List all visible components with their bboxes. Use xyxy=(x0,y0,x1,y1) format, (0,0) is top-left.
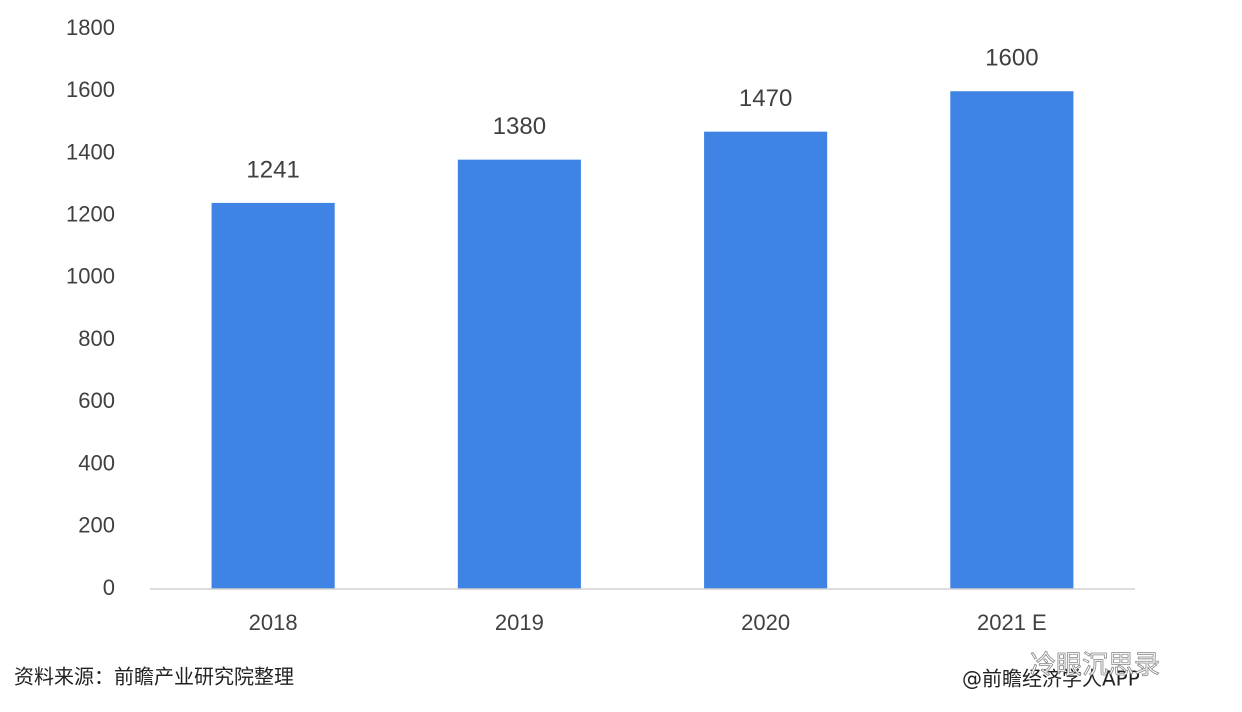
y-tick-label: 1600 xyxy=(66,77,115,102)
data-label: 1380 xyxy=(493,113,546,140)
y-tick-label: 600 xyxy=(78,388,115,413)
y-tick-label: 0 xyxy=(103,575,115,600)
x-tick-label: 2019 xyxy=(495,610,544,635)
y-tick-label: 800 xyxy=(78,326,115,351)
bar xyxy=(950,91,1074,589)
y-tick-label: 1800 xyxy=(66,15,115,40)
y-tick-label: 1200 xyxy=(66,201,115,226)
data-label: 1600 xyxy=(985,45,1038,72)
source-note: 资料来源：前瞻产业研究院整理 xyxy=(14,665,294,689)
data-label: 1241 xyxy=(246,156,299,183)
x-tick-label: 2020 xyxy=(741,610,790,635)
y-tick-label: 400 xyxy=(78,450,115,475)
data-label: 1470 xyxy=(739,85,792,112)
y-tick-label: 200 xyxy=(78,513,115,538)
x-tick-label: 2018 xyxy=(249,610,298,635)
watermark: 冷眼沉思录 xyxy=(1030,651,1160,681)
y-tick-label: 1400 xyxy=(66,139,115,164)
credit: @前瞻经济学人APP xyxy=(962,667,1140,691)
bar xyxy=(704,131,828,589)
y-tick-label: 1000 xyxy=(66,264,115,289)
bar xyxy=(211,202,335,589)
x-tick-label: 2021 E xyxy=(977,610,1047,635)
bar xyxy=(457,159,581,589)
